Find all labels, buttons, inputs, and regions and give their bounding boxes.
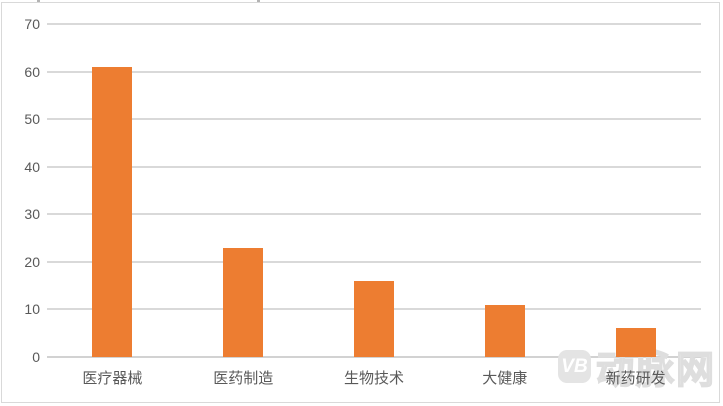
y-tick-label: 70	[24, 16, 40, 32]
gridline	[47, 165, 701, 168]
bar-生物技术	[354, 280, 394, 357]
x-category-label: 医疗器械	[82, 370, 143, 387]
gridline	[47, 70, 701, 73]
y-tick-label: 20	[24, 253, 40, 270]
gridline	[47, 260, 701, 263]
y-tick-label: 40	[24, 158, 40, 175]
y-tick-label: 30	[24, 206, 40, 223]
y-tick-label: 50	[24, 111, 40, 128]
gridline	[47, 213, 701, 216]
y-tick-label: 10	[24, 301, 40, 318]
gridline	[47, 23, 701, 25]
screen-edge-tick	[257, 0, 260, 2]
gridline	[47, 118, 701, 121]
x-category-label: 新药研发	[605, 370, 666, 387]
watermark: VB 动脉网	[557, 339, 716, 394]
bar-大健康	[484, 304, 525, 357]
x-category-label: 医药制造	[213, 370, 274, 387]
x-category-label: 生物技术	[343, 370, 404, 387]
y-tick-label: 60	[24, 63, 40, 80]
watermark-vb-logo-icon: VB	[557, 350, 591, 383]
x-axis-line	[47, 356, 701, 358]
y-tick-label: 0	[32, 349, 40, 365]
bar-新药研发	[615, 328, 656, 357]
x-category-label: 大健康	[482, 370, 528, 387]
bar-医疗器械	[92, 66, 133, 357]
screen-edge-tick	[37, 0, 40, 2]
bar-医药制造	[223, 247, 264, 357]
